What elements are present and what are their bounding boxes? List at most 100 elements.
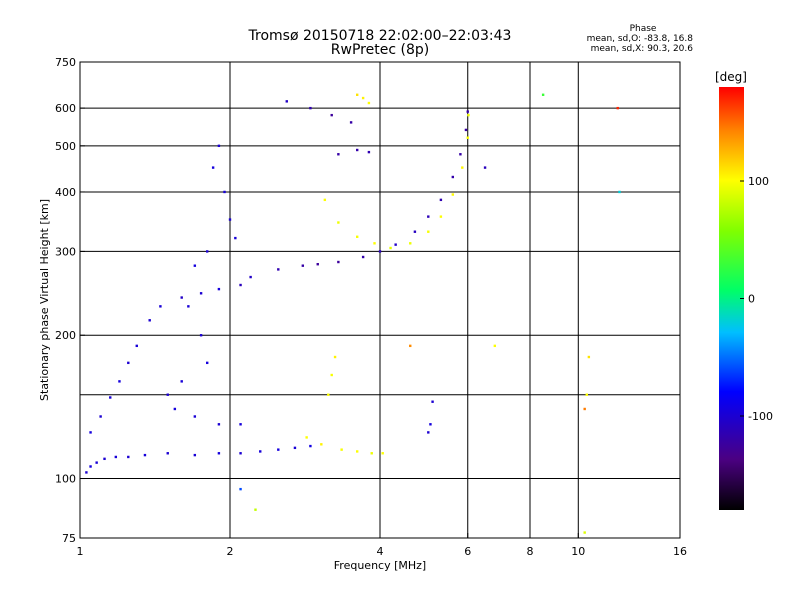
data-point — [205, 361, 209, 365]
data-point — [378, 250, 382, 253]
data-point — [429, 423, 432, 426]
data-point — [427, 431, 430, 434]
data-point — [148, 319, 151, 322]
data-point — [217, 423, 221, 426]
data-point — [239, 283, 242, 287]
data-point — [85, 471, 88, 474]
data-point — [370, 452, 373, 455]
data-point — [89, 465, 92, 468]
y-axis-label: Stationary phase Virtual Height [km] — [38, 199, 51, 401]
data-point — [583, 531, 586, 534]
data-point — [166, 393, 169, 396]
data-point — [337, 153, 340, 156]
data-point — [309, 106, 312, 110]
colorbar-ticks: 100 0 -100 — [740, 175, 773, 423]
data-point — [389, 246, 392, 250]
data-point — [333, 355, 337, 359]
data-point — [193, 415, 197, 418]
data-point — [180, 296, 183, 299]
data-point — [461, 166, 464, 169]
y-tick-label: 750 — [55, 56, 76, 69]
y-tick-label: 500 — [55, 140, 76, 153]
data-point — [427, 215, 430, 218]
x-tick-label: 8 — [527, 545, 534, 558]
data-point — [199, 334, 203, 337]
y-tick-label: 600 — [55, 102, 76, 115]
data-point — [127, 361, 130, 365]
data-point — [205, 250, 209, 253]
data-point — [327, 393, 330, 396]
data-point — [466, 136, 469, 139]
phase-o-stats: mean, sd,O: -83.8, 16.8 — [587, 34, 694, 44]
data-point — [316, 263, 319, 266]
y-tick-label: 400 — [55, 186, 76, 199]
data-point — [409, 344, 412, 348]
data-point — [355, 148, 359, 152]
data-point — [127, 455, 130, 459]
phase-colorbar: [deg] 100 0 -100 — [715, 70, 773, 510]
data-point — [349, 121, 353, 124]
data-point — [228, 218, 232, 221]
data-point — [239, 423, 242, 426]
y-tick-label: 100 — [55, 473, 76, 486]
data-point — [361, 255, 365, 259]
data-point — [323, 198, 327, 202]
data-point — [234, 236, 237, 240]
data-point — [340, 448, 343, 451]
data-point — [464, 128, 468, 132]
data-point — [466, 110, 469, 113]
data-point — [143, 453, 147, 457]
data-point — [483, 166, 487, 169]
data-point — [618, 190, 621, 194]
data-point — [413, 230, 417, 233]
data-point — [114, 455, 118, 459]
data-point — [166, 452, 169, 455]
data-point — [118, 380, 121, 383]
data-point — [309, 444, 312, 448]
data-point — [173, 407, 177, 411]
phase-x-stats: mean, sd,X: 90.3, 20.6 — [591, 44, 694, 54]
data-point — [541, 93, 545, 96]
data-point — [259, 450, 262, 453]
data-point — [305, 436, 308, 439]
data-point — [355, 235, 359, 238]
y-axis-ticks: 75 100 200 300 400 500 600 750 — [55, 56, 85, 545]
data-point — [451, 193, 455, 196]
colorbar-gradient — [719, 87, 744, 510]
data-point — [381, 452, 384, 455]
data-point — [439, 215, 443, 218]
chart-title: Tromsø 20150718 22:02:00–22:03:43 — [248, 28, 512, 44]
data-point — [135, 344, 138, 348]
data-point — [330, 373, 333, 377]
data-point — [217, 452, 221, 455]
x-tick-label: 6 — [464, 545, 471, 558]
phase-title: Phase — [630, 24, 657, 34]
colorbar-tick-label: -100 — [748, 410, 773, 423]
data-point — [193, 453, 197, 457]
data-point — [320, 443, 323, 446]
data-point — [367, 101, 371, 105]
colorbar-tick-label: 0 — [748, 293, 755, 306]
grid-lines — [80, 62, 680, 538]
data-point — [394, 243, 397, 246]
data-point — [89, 431, 92, 434]
y-tick-label: 200 — [55, 329, 76, 342]
colorbar-tick-label: 100 — [748, 175, 769, 188]
y-tick-label: 300 — [55, 245, 76, 258]
data-point — [367, 150, 371, 154]
data-point — [199, 292, 203, 295]
data-point — [431, 400, 434, 403]
data-point — [451, 175, 455, 179]
data-point — [459, 153, 462, 156]
x-axis-label: Frequency [MHz] — [334, 559, 426, 572]
data-point — [427, 230, 430, 233]
y-tick-label: 75 — [62, 532, 76, 545]
data-point — [223, 190, 226, 194]
data-point — [103, 457, 106, 461]
data-point — [355, 93, 359, 96]
data-point — [239, 487, 242, 491]
x-tick-label: 10 — [571, 545, 585, 558]
chart-subtitle: RwPretec (8p) — [331, 42, 429, 58]
